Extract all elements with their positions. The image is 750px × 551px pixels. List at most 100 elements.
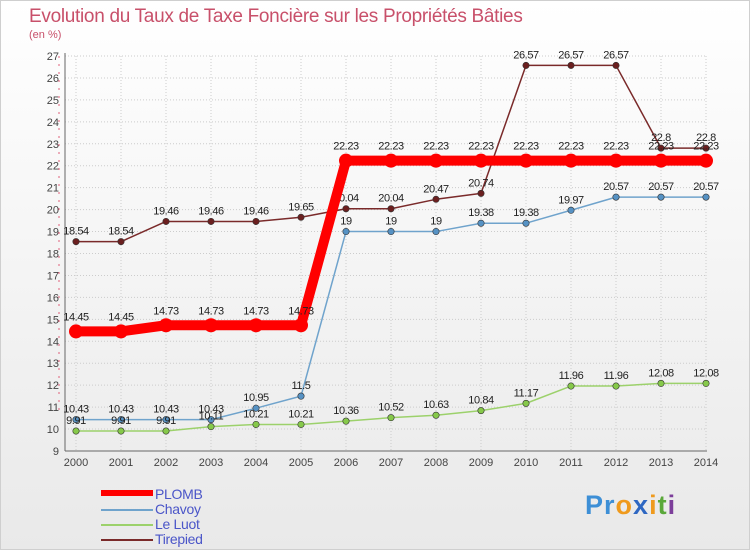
data-point-chavoy xyxy=(657,193,665,201)
data-point-plomb xyxy=(249,318,263,333)
data-point-plomb xyxy=(384,153,398,168)
y-tick-label: 9 xyxy=(53,446,59,458)
data-point-plomb xyxy=(699,153,713,168)
y-tick-label: 18 xyxy=(47,249,59,261)
data-label-plomb: 22.23 xyxy=(378,141,404,153)
data-label-plomb: 22.23 xyxy=(693,141,719,153)
y-tick-label: 23 xyxy=(47,139,59,151)
data-label-chavoy: 20.57 xyxy=(693,181,719,193)
data-point-plomb xyxy=(429,153,443,168)
data-label-le-luot: 11.96 xyxy=(604,370,629,382)
data-point-plomb xyxy=(69,324,83,339)
x-tick-label: 2005 xyxy=(289,457,313,469)
data-label-tirepied: 26.57 xyxy=(603,49,629,61)
data-label-tirepied: 18.54 xyxy=(63,226,89,238)
data-label-plomb: 22.23 xyxy=(603,141,629,153)
legend-swatch-plomb xyxy=(101,490,153,496)
data-point-le-luot xyxy=(252,420,260,428)
data-label-chavoy: 10.43 xyxy=(198,404,224,416)
data-label-le-luot: 11.96 xyxy=(559,370,584,382)
y-tick-label: 16 xyxy=(47,292,59,304)
data-label-le-luot: 10.52 xyxy=(378,402,404,414)
data-point-tirepied xyxy=(702,144,710,152)
data-label-plomb: 14.73 xyxy=(243,305,269,317)
data-point-tirepied xyxy=(567,61,575,69)
y-tick-label: 11 xyxy=(48,402,59,414)
data-label-tirepied: 22.8 xyxy=(696,132,716,144)
data-label-plomb: 22.23 xyxy=(423,141,449,153)
data-point-le-luot xyxy=(387,414,395,422)
data-point-tirepied xyxy=(252,217,260,225)
logo-letter: o xyxy=(615,490,634,520)
data-point-tirepied xyxy=(387,205,395,213)
data-label-plomb: 22.23 xyxy=(558,141,584,153)
data-point-tirepied xyxy=(477,189,485,197)
y-tick-label: 25 xyxy=(47,95,59,107)
x-tick-label: 2010 xyxy=(514,457,538,469)
legend-swatch-le-luot xyxy=(101,524,153,526)
y-tick-label: 19 xyxy=(47,227,59,239)
data-point-le-luot xyxy=(297,420,305,428)
data-label-tirepied: 18.54 xyxy=(108,226,134,238)
logo-letter: i xyxy=(649,490,658,520)
x-tick-label: 2000 xyxy=(64,457,88,469)
data-label-plomb: 14.45 xyxy=(63,311,89,323)
data-point-chavoy xyxy=(387,228,395,236)
logo-letter: t xyxy=(657,490,668,520)
data-point-chavoy xyxy=(162,416,170,424)
data-label-plomb: 14.73 xyxy=(288,305,314,317)
data-label-tirepied: 22.8 xyxy=(651,132,671,144)
x-tick-label: 2003 xyxy=(199,457,223,469)
logo-letter: r xyxy=(604,490,616,520)
data-label-tirepied: 26.57 xyxy=(558,49,584,61)
data-point-tirepied xyxy=(297,213,305,221)
data-label-chavoy: 11.5 xyxy=(292,380,311,392)
data-label-le-luot: 10.84 xyxy=(468,395,494,407)
data-label-plomb: 14.45 xyxy=(108,311,134,323)
data-label-chavoy: 19.38 xyxy=(513,207,539,219)
data-label-chavoy: 10.43 xyxy=(108,404,134,416)
y-tick-label: 27 xyxy=(47,51,59,63)
data-point-plomb xyxy=(474,153,488,168)
data-label-le-luot: 10.63 xyxy=(423,399,449,411)
data-point-chavoy xyxy=(567,206,575,214)
y-tick-label: 17 xyxy=(47,270,59,282)
y-tick-label: 10 xyxy=(47,424,59,436)
data-point-le-luot xyxy=(342,417,350,425)
data-point-chavoy xyxy=(432,228,440,236)
y-tick-label: 22 xyxy=(47,161,59,173)
x-tick-label: 2009 xyxy=(469,457,493,469)
data-point-chavoy xyxy=(522,219,530,227)
x-tick-label: 2012 xyxy=(604,457,628,469)
data-label-plomb: 14.73 xyxy=(198,305,224,317)
data-point-plomb xyxy=(204,318,218,333)
data-point-plomb xyxy=(609,153,623,168)
logo-letter: i xyxy=(667,490,677,520)
x-tick-label: 2007 xyxy=(379,457,403,469)
y-tick-label: 15 xyxy=(47,314,59,326)
data-label-tirepied: 20.74 xyxy=(468,177,494,189)
data-label-chavoy: 20.57 xyxy=(603,181,629,193)
data-label-le-luot: 9.91 xyxy=(66,415,86,427)
data-point-tirepied xyxy=(612,61,620,69)
data-point-chavoy xyxy=(477,219,485,227)
y-tick-label: 26 xyxy=(47,73,59,85)
data-point-le-luot xyxy=(702,379,710,387)
data-label-le-luot: 9.91 xyxy=(156,415,176,427)
data-point-chavoy xyxy=(612,193,620,201)
logo-letter: x xyxy=(633,490,650,520)
data-point-plomb xyxy=(339,153,353,168)
data-label-tirepied: 20.04 xyxy=(378,193,404,205)
data-label-plomb: 14.73 xyxy=(153,305,179,317)
legend-label-chavoy: Chavoy xyxy=(155,501,201,517)
data-label-le-luot: 10.36 xyxy=(333,405,359,417)
data-point-le-luot xyxy=(567,382,575,390)
data-label-le-luot: 10.21 xyxy=(243,408,269,420)
data-label-chavoy: 10.43 xyxy=(63,404,89,416)
data-point-plomb xyxy=(294,318,308,333)
data-label-tirepied: 19.65 xyxy=(288,201,314,213)
data-label-chavoy: 10.43 xyxy=(153,404,179,416)
data-label-le-luot: 9.91 xyxy=(111,415,131,427)
